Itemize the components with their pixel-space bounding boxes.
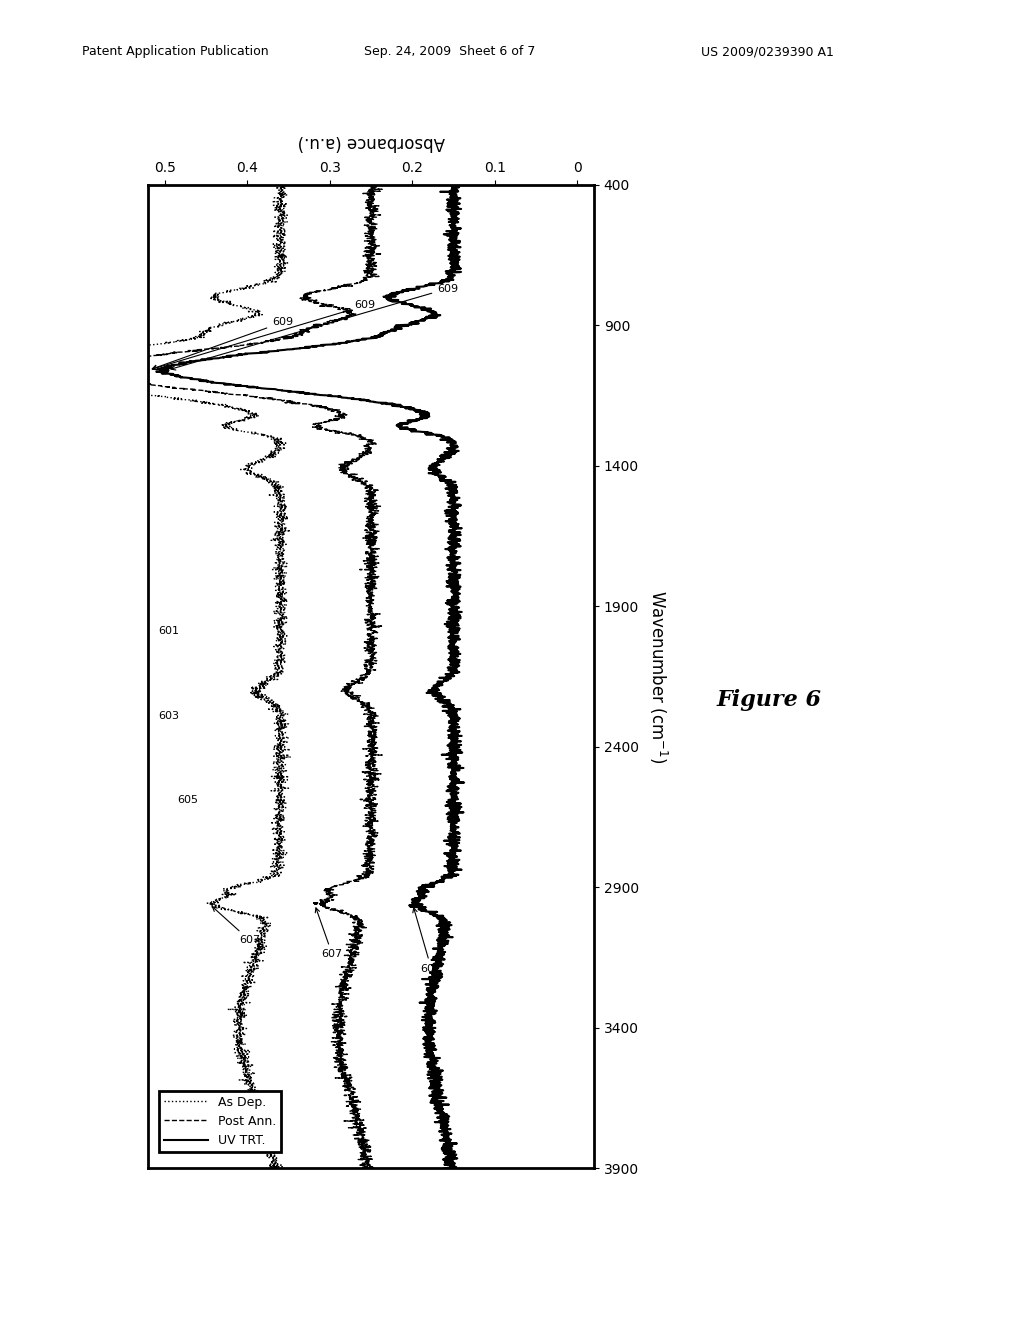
Text: 603: 603 [159, 710, 179, 721]
UV TRT. [438, 1160, 451, 1176]
Line: UV TRT.: UV TRT. [157, 185, 464, 1168]
UV TRT. [441, 696, 454, 711]
As Dep. [280, 253, 292, 269]
UV TRT. [443, 536, 456, 552]
Y-axis label: Wavenumber (cm$^{-1}$): Wavenumber (cm$^{-1}$) [647, 590, 670, 763]
UV TRT. [452, 253, 464, 269]
Text: Figure 6: Figure 6 [717, 689, 822, 711]
UV TRT. [449, 177, 461, 193]
Post Ann. [361, 1160, 374, 1176]
As Dep. [272, 177, 285, 193]
Text: 609: 609 [171, 284, 459, 370]
Post Ann. [360, 253, 373, 269]
As Dep. [263, 1160, 275, 1176]
Post Ann. [366, 805, 378, 821]
Line: As Dep.: As Dep. [148, 185, 291, 1168]
As Dep. [272, 577, 285, 593]
Text: 605: 605 [177, 795, 199, 805]
UV TRT. [429, 956, 441, 972]
As Dep. [274, 805, 287, 821]
UV TRT. [446, 577, 459, 593]
As Dep. [271, 696, 284, 711]
Post Ann. [369, 577, 381, 593]
Text: 601: 601 [159, 627, 179, 636]
Post Ann. [342, 956, 354, 972]
Post Ann. [361, 536, 374, 552]
Legend: As Dep., Post Ann., UV TRT.: As Dep., Post Ann., UV TRT. [159, 1090, 282, 1152]
UV TRT. [442, 805, 455, 821]
Text: 607: 607 [315, 908, 343, 960]
Text: Sep. 24, 2009  Sheet 6 of 7: Sep. 24, 2009 Sheet 6 of 7 [364, 45, 535, 58]
X-axis label: Absorbance (a.u.): Absorbance (a.u.) [298, 133, 444, 152]
Text: 607: 607 [413, 908, 441, 974]
Line: Post Ann.: Post Ann. [148, 185, 382, 1168]
Text: 607: 607 [212, 907, 260, 945]
Text: 609: 609 [153, 301, 376, 370]
Text: US 2009/0239390 A1: US 2009/0239390 A1 [701, 45, 835, 58]
Text: 609: 609 [153, 317, 293, 370]
Text: Patent Application Publication: Patent Application Publication [82, 45, 268, 58]
As Dep. [276, 536, 289, 552]
Post Ann. [366, 177, 378, 193]
As Dep. [244, 956, 256, 972]
Post Ann. [353, 696, 366, 711]
